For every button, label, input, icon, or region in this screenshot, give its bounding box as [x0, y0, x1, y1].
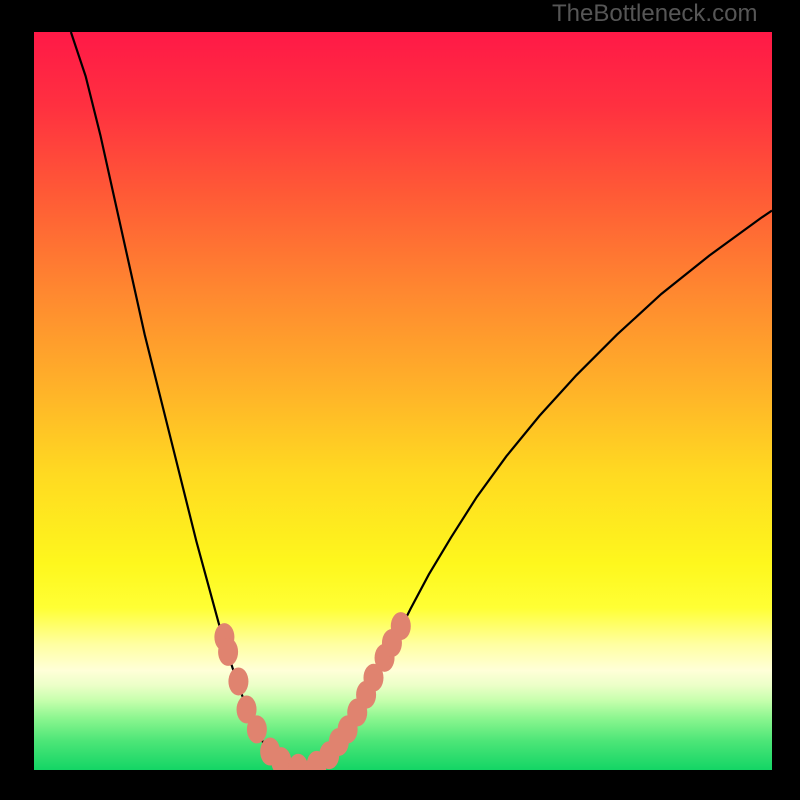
plot-area	[34, 32, 772, 770]
data-marker	[218, 638, 238, 666]
data-marker	[247, 715, 267, 743]
data-marker	[391, 612, 411, 640]
gradient-background	[34, 32, 772, 770]
watermark-text: TheBottleneck.com	[552, 0, 757, 28]
plot-svg	[34, 32, 772, 770]
data-marker	[228, 667, 248, 695]
chart-container: TheBottleneck.com	[0, 0, 800, 800]
